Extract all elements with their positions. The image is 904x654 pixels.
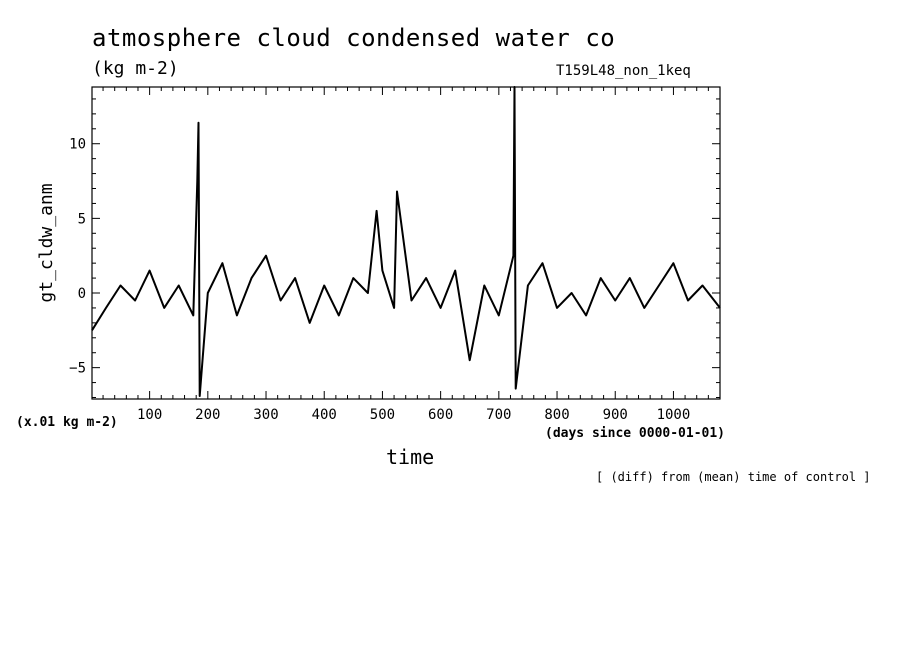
x-tick-label: 400 [312,407,337,423]
x-tick-label: 900 [603,407,628,423]
x-tick-label: 1000 [657,407,691,423]
run-name: T159L48_non_1keq [556,63,691,79]
chart-title: atmosphere cloud condensed water co [92,24,616,52]
y-tick-label: 0 [78,286,86,302]
x-tick-label: 600 [428,407,453,423]
x-tick-label: 800 [544,407,569,423]
footnote: [ (diff) from (mean) time of control ] [596,470,871,484]
scale-note: (x.01 kg m-2) [16,415,118,430]
series-line [91,86,721,397]
y-axis-label: gt_cldw_anm [36,183,57,302]
x-tick-label: 100 [137,407,162,423]
x-tick-label: 200 [195,407,220,423]
y-tick-label: 5 [78,211,86,227]
x-tick-label: 300 [253,407,278,423]
time-units-note: (days since 0000-01-01) [545,426,726,441]
x-tick-label: 500 [370,407,395,423]
x-tick-label: 700 [486,407,511,423]
y-tick-label: 10 [69,137,86,153]
chart-units: (kg m-2) [92,58,179,79]
y-tick-label: −5 [69,361,86,377]
x-axis-label: time [386,445,435,469]
plot-frame [91,86,721,400]
